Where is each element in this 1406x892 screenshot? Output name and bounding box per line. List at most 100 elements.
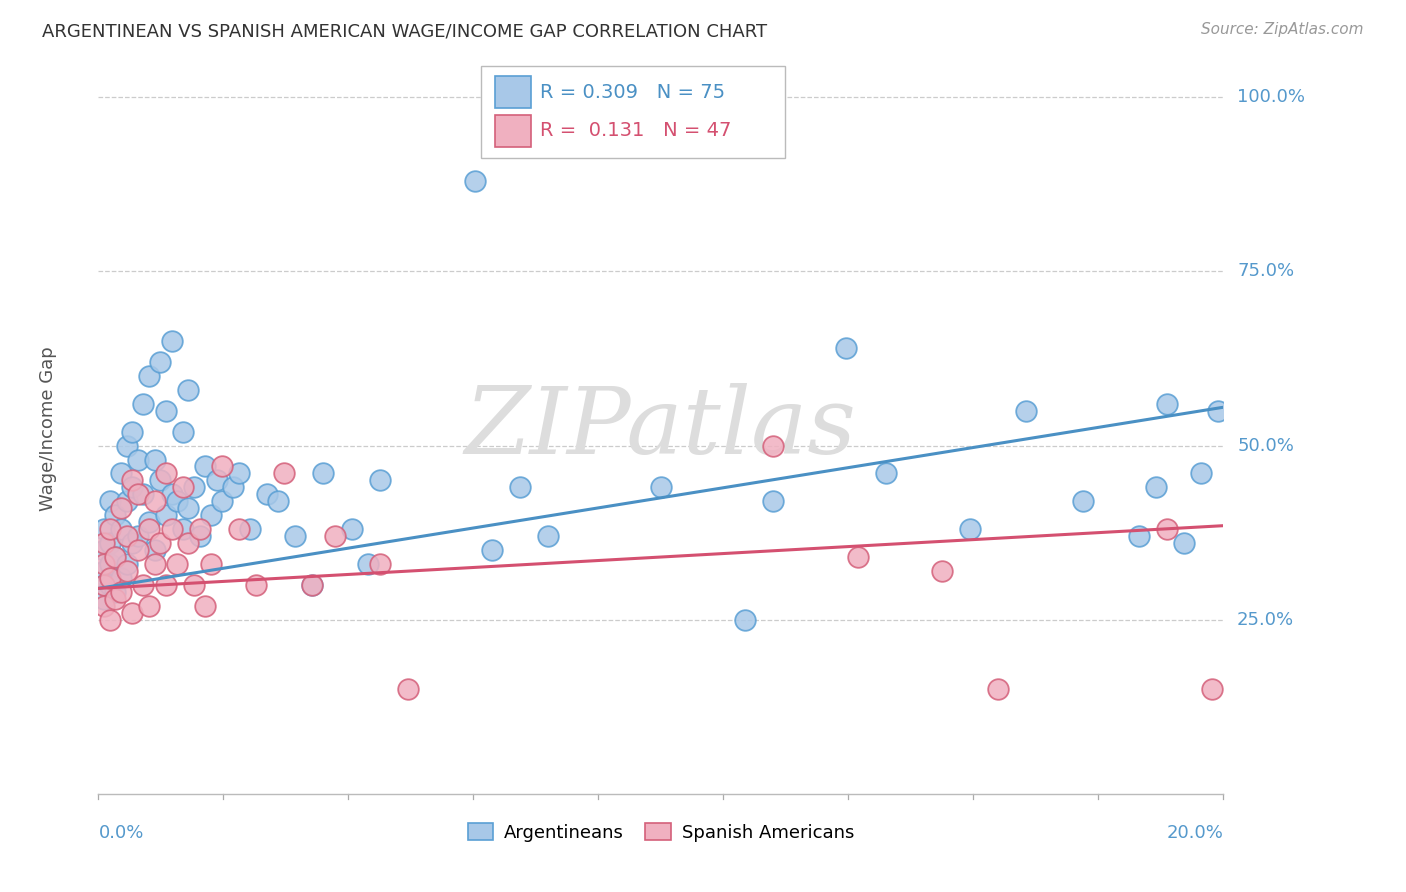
Point xyxy=(1071,494,1094,508)
Point xyxy=(931,564,953,578)
Point xyxy=(1156,397,1178,411)
Text: 20.0%: 20.0% xyxy=(1167,824,1223,842)
Point xyxy=(1173,536,1195,550)
Point xyxy=(650,480,672,494)
Point xyxy=(143,543,166,558)
Point xyxy=(110,571,132,585)
Point xyxy=(183,578,205,592)
Point xyxy=(93,578,115,592)
Point xyxy=(172,425,194,439)
Point xyxy=(228,467,250,481)
Point xyxy=(110,522,132,536)
Text: ARGENTINEAN VS SPANISH AMERICAN WAGE/INCOME GAP CORRELATION CHART: ARGENTINEAN VS SPANISH AMERICAN WAGE/INC… xyxy=(42,22,768,40)
Point xyxy=(93,543,115,558)
Point xyxy=(104,508,127,523)
Point xyxy=(127,452,149,467)
Point xyxy=(183,480,205,494)
Point xyxy=(200,508,222,523)
Point xyxy=(98,613,121,627)
Point xyxy=(368,557,391,571)
Point xyxy=(138,522,160,536)
Point xyxy=(762,494,785,508)
Point xyxy=(835,341,858,355)
Point xyxy=(160,487,183,501)
Point xyxy=(194,599,217,613)
Point xyxy=(121,536,143,550)
Point xyxy=(104,585,127,599)
FancyBboxPatch shape xyxy=(495,115,531,147)
Point xyxy=(143,557,166,571)
Point xyxy=(239,522,262,536)
Point xyxy=(127,543,149,558)
Point xyxy=(149,355,172,369)
Point xyxy=(121,480,143,494)
Point xyxy=(104,549,127,564)
Point xyxy=(98,557,121,571)
Point xyxy=(132,578,155,592)
Point xyxy=(273,467,295,481)
Point xyxy=(267,494,290,508)
Point xyxy=(93,557,115,571)
Point xyxy=(93,591,115,606)
Text: Wage/Income Gap: Wage/Income Gap xyxy=(39,346,56,510)
Point xyxy=(110,467,132,481)
Point xyxy=(98,494,121,508)
Point xyxy=(110,501,132,516)
Point xyxy=(205,474,228,488)
Point xyxy=(188,529,211,543)
Text: 75.0%: 75.0% xyxy=(1237,262,1295,280)
Point xyxy=(959,522,981,536)
Point xyxy=(121,425,143,439)
Point xyxy=(155,578,177,592)
Point xyxy=(1189,467,1212,481)
Point xyxy=(98,571,121,585)
Legend: Argentineans, Spanish Americans: Argentineans, Spanish Americans xyxy=(458,814,863,851)
Point xyxy=(149,474,172,488)
Text: Source: ZipAtlas.com: Source: ZipAtlas.com xyxy=(1201,22,1364,37)
Text: 25.0%: 25.0% xyxy=(1237,611,1295,629)
Point xyxy=(194,459,217,474)
Point xyxy=(222,480,245,494)
Point xyxy=(138,515,160,529)
Point xyxy=(93,578,115,592)
Point xyxy=(115,564,138,578)
Point xyxy=(301,578,323,592)
Point xyxy=(301,578,323,592)
Point xyxy=(481,543,503,558)
Point xyxy=(211,494,233,508)
Point xyxy=(121,474,143,488)
Point xyxy=(762,439,785,453)
Point xyxy=(143,494,166,508)
Point xyxy=(172,522,194,536)
Point xyxy=(93,564,115,578)
Point xyxy=(160,522,183,536)
Point xyxy=(132,487,155,501)
Point xyxy=(509,480,531,494)
Point xyxy=(155,403,177,417)
Point xyxy=(98,536,121,550)
Text: R = 0.309   N = 75: R = 0.309 N = 75 xyxy=(540,83,725,102)
Text: 100.0%: 100.0% xyxy=(1237,88,1305,106)
Point xyxy=(396,682,419,697)
Text: 50.0%: 50.0% xyxy=(1237,436,1294,455)
Point xyxy=(875,467,897,481)
Point xyxy=(115,494,138,508)
FancyBboxPatch shape xyxy=(481,66,785,158)
Point xyxy=(1128,529,1150,543)
Point xyxy=(98,522,121,536)
Point xyxy=(537,529,560,543)
Point xyxy=(121,606,143,620)
Point xyxy=(177,383,200,397)
Point xyxy=(115,529,138,543)
Point xyxy=(155,508,177,523)
Point xyxy=(160,334,183,348)
Text: 0.0%: 0.0% xyxy=(98,824,143,842)
Point xyxy=(172,480,194,494)
Point xyxy=(115,557,138,571)
Point xyxy=(245,578,267,592)
Point xyxy=(138,599,160,613)
Point xyxy=(177,536,200,550)
Point xyxy=(200,557,222,571)
Point xyxy=(1201,682,1223,697)
Point xyxy=(127,529,149,543)
